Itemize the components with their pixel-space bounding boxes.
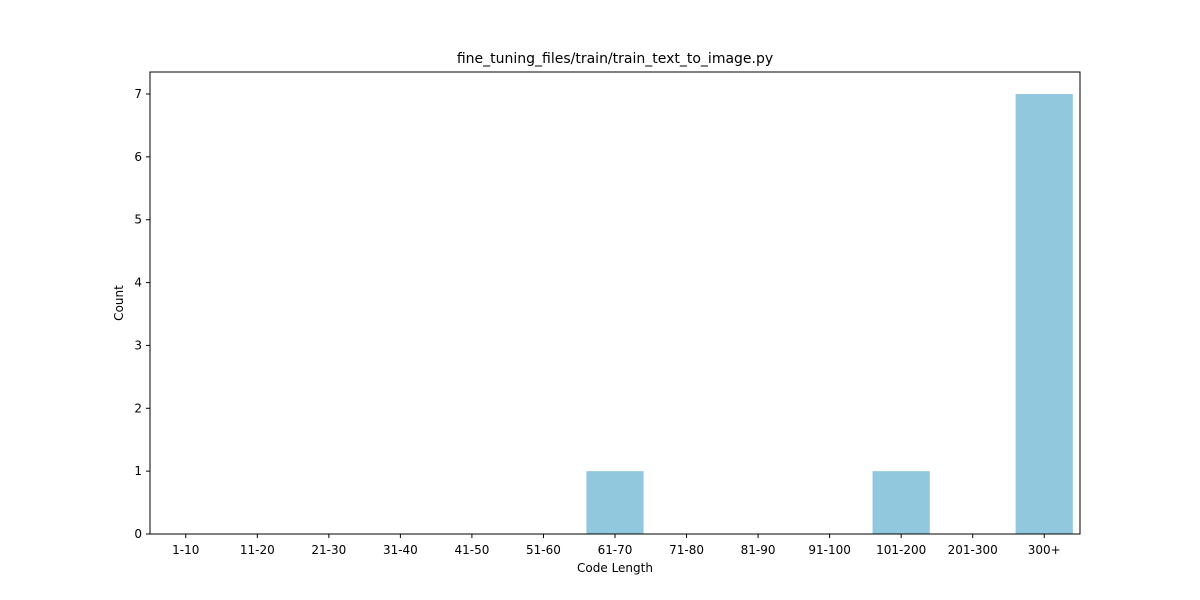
y-axis: 0 1 2 3 4 5 6 7 [134, 87, 150, 541]
x-tick-label: 201-300 [948, 543, 998, 557]
x-tick-label: 51-60 [526, 543, 561, 557]
bar-101-200 [872, 471, 930, 534]
x-tick-label: 300+ [1028, 543, 1061, 557]
x-axis: 1-10 11-20 21-30 31-40 41-50 51-60 61-70 71-80 8… [172, 534, 1061, 557]
x-tick-label: 61-70 [598, 543, 633, 557]
bar-61-70 [586, 471, 644, 534]
x-tick-label: 11-20 [240, 543, 275, 557]
y-tick-label: 3 [134, 338, 142, 352]
x-tick-label: 71-80 [669, 543, 704, 557]
y-tick-label: 6 [134, 150, 142, 164]
bars-layer [586, 94, 1073, 534]
plot-frame [149, 71, 1081, 535]
x-tick-label: 41-50 [454, 543, 489, 557]
y-tick-label: 4 [134, 276, 142, 290]
x-tick-label: 101-200 [876, 543, 926, 557]
x-axis-label: Code Length [577, 561, 653, 575]
bar-300+ [1015, 94, 1073, 534]
y-tick-label: 1 [134, 464, 142, 478]
x-tick-label: 31-40 [383, 543, 418, 557]
y-tick-label: 5 [134, 213, 142, 227]
x-tick-label: 91-100 [808, 543, 851, 557]
y-tick-label: 0 [134, 527, 142, 541]
x-tick-label: 1-10 [172, 543, 199, 557]
x-tick-label: 81-90 [741, 543, 776, 557]
x-tick-label: 21-30 [311, 543, 346, 557]
chart-title: fine_tuning_files/train/train_text_to_im… [457, 51, 773, 67]
y-axis-label: Count [112, 285, 126, 321]
y-tick-label: 2 [134, 401, 142, 415]
y-tick-label: 7 [134, 87, 142, 101]
